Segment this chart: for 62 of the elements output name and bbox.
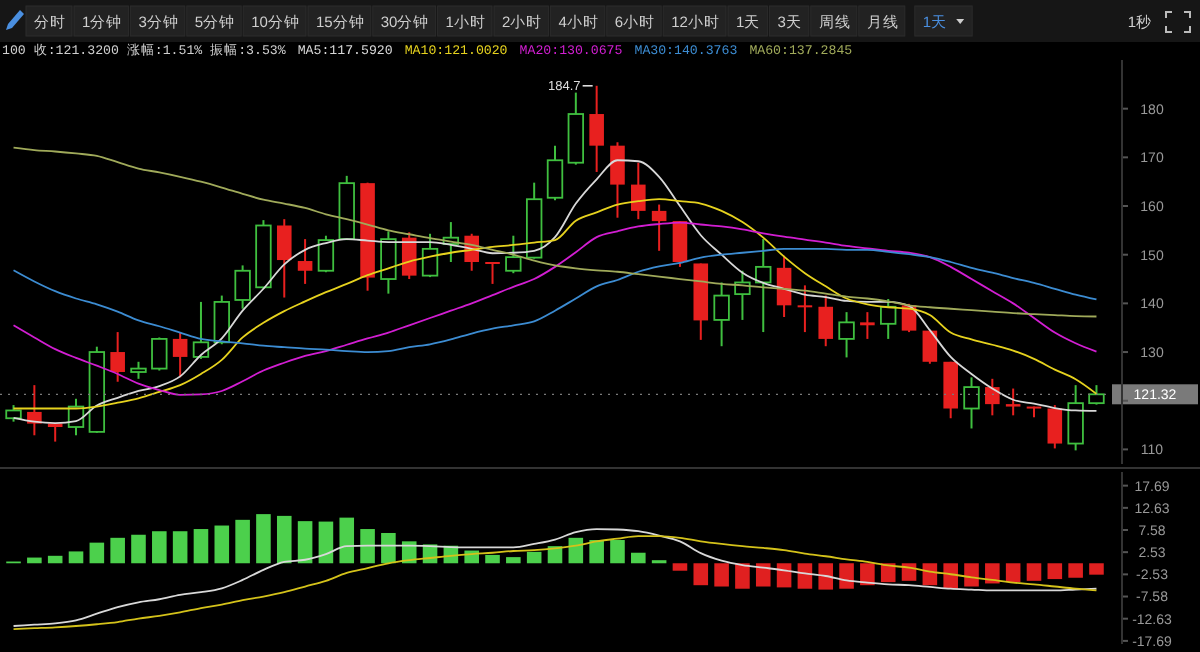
bar: [235, 519, 250, 564]
candlestick: [672, 220, 688, 268]
bar: [797, 563, 813, 589]
candlestick: [1047, 404, 1063, 450]
bar: [589, 540, 604, 564]
bar: [1068, 563, 1083, 578]
bar: [47, 555, 63, 564]
bar: [964, 563, 979, 587]
bar: [610, 540, 625, 564]
bar: [1005, 563, 1021, 583]
bar: [1026, 563, 1042, 581]
line-series: [12, 146, 1098, 318]
line-series: [12, 221, 1098, 396]
candlestick: [172, 331, 188, 379]
bar: [755, 563, 771, 587]
candlestick: [963, 376, 980, 430]
candlestick: [1005, 387, 1021, 417]
candlestick: [485, 261, 500, 285]
bar: [68, 551, 84, 564]
bar: [27, 557, 42, 564]
bar: [276, 515, 292, 564]
bar: [256, 514, 271, 564]
bar: [339, 517, 355, 564]
bar: [89, 542, 105, 564]
bar: [735, 563, 750, 589]
candlestick: [276, 218, 292, 299]
bar: [172, 531, 188, 564]
bar: [839, 563, 854, 589]
bar: [297, 521, 313, 564]
candlestick: [985, 377, 1000, 417]
bar: [672, 563, 688, 571]
candlestick: [818, 294, 834, 348]
bar: [193, 529, 209, 564]
candlestick: [943, 360, 958, 420]
candlestick: [110, 331, 125, 383]
bar: [631, 552, 646, 564]
bar: [214, 525, 230, 564]
bar: [860, 563, 875, 586]
candlestick: [755, 238, 772, 334]
candlestick: [922, 329, 938, 365]
bar: [714, 563, 729, 587]
bar: [318, 521, 334, 564]
bar: [693, 563, 709, 586]
candlestick: [838, 311, 855, 359]
candlestick: [860, 311, 875, 340]
bar: [485, 554, 500, 564]
candlestick: [297, 238, 313, 285]
bar: [1047, 563, 1063, 580]
bar: [131, 534, 146, 564]
bar: [152, 531, 167, 564]
bar: [818, 563, 834, 590]
bar: [526, 551, 542, 564]
candlestick: [651, 203, 667, 252]
bar: [360, 529, 375, 564]
bar: [110, 537, 125, 564]
candlestick: [797, 284, 813, 334]
candlestick: [631, 161, 646, 221]
candlestick: [610, 141, 625, 219]
bar: [1089, 563, 1104, 575]
bar: [381, 532, 396, 564]
bar: [506, 557, 521, 564]
bar: [985, 563, 1000, 584]
